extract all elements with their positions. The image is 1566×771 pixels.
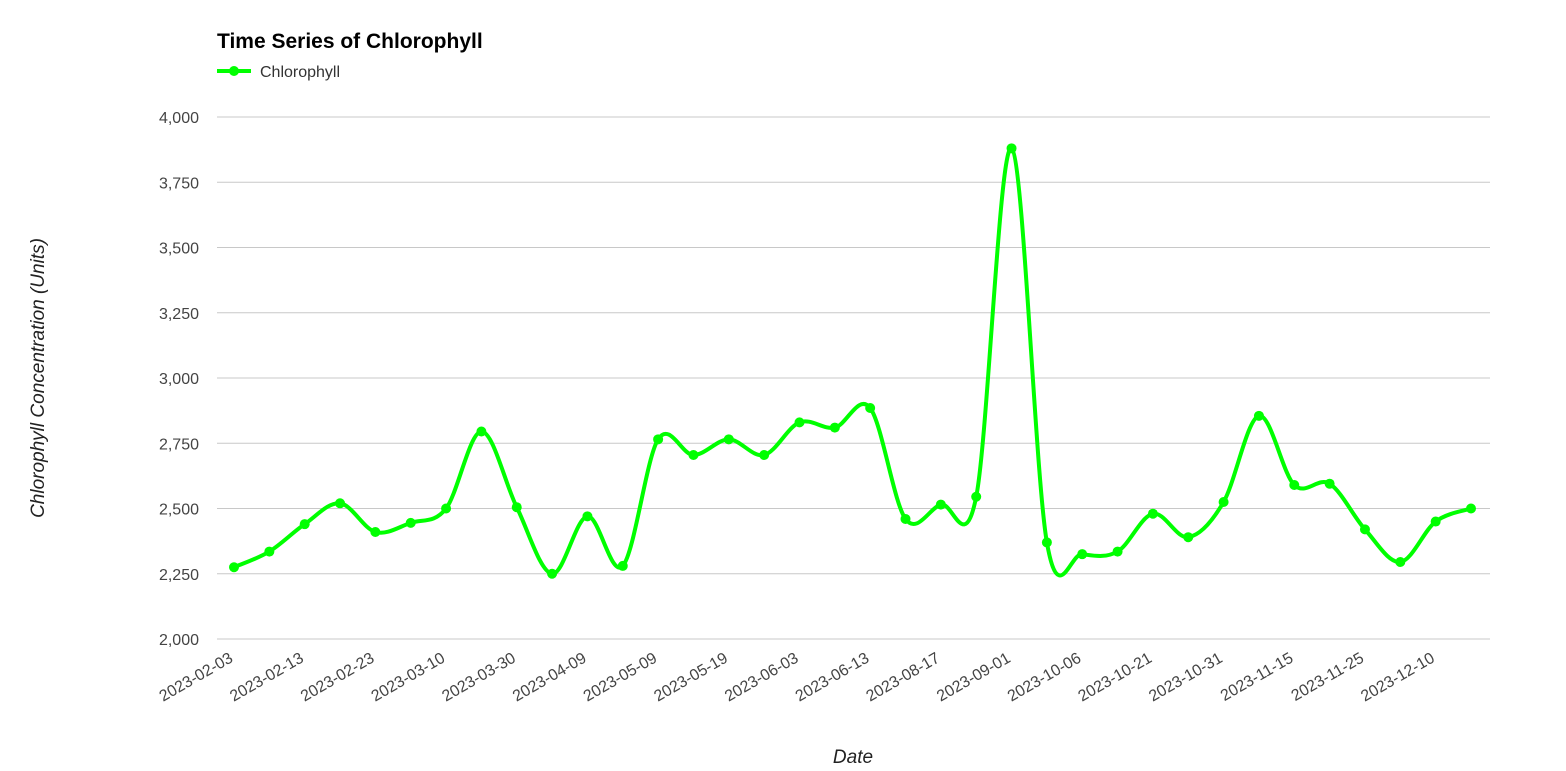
legend-marker-swatch	[229, 66, 239, 76]
y-tick-label: 3,250	[159, 306, 199, 323]
y-tick-label: 3,000	[159, 371, 199, 388]
legend-label: Chlorophyll	[260, 64, 340, 81]
data-point	[476, 426, 487, 437]
data-point	[1112, 546, 1123, 557]
data-point	[582, 511, 593, 522]
y-axis-ticks: 2,000 2,250 2,500 2,750 3,000 3,250 3,500 3,750…	[159, 110, 199, 649]
x-tick-label: 2023-10-21	[1076, 650, 1155, 706]
y-tick-label: 3,500	[159, 241, 199, 258]
data-point	[370, 526, 381, 537]
data-point	[441, 503, 452, 514]
y-tick-label: 2,250	[159, 567, 199, 584]
data-point	[1218, 496, 1229, 507]
legend[interactable]: Chlorophyll	[217, 64, 340, 81]
x-axis-title: Date	[833, 747, 873, 768]
data-point	[335, 498, 346, 509]
data-point	[829, 422, 840, 433]
data-point	[865, 403, 876, 414]
data-point	[1041, 537, 1052, 548]
x-tick-label: 2023-02-03	[157, 650, 236, 706]
x-tick-label: 2023-11-15	[1218, 650, 1296, 705]
x-tick-label: 2023-06-03	[722, 650, 801, 706]
data-point	[759, 449, 770, 460]
chart-title: Time Series of Chlorophyll	[217, 30, 483, 53]
data-point	[264, 546, 275, 557]
x-tick-label: 2023-03-30	[439, 650, 518, 706]
x-tick-label: 2023-04-09	[510, 650, 589, 706]
x-tick-label: 2023-08-17	[863, 650, 942, 706]
x-tick-label: 2023-10-06	[1005, 650, 1084, 706]
data-point	[688, 449, 699, 460]
x-tick-label: 2023-05-09	[581, 650, 660, 706]
data-point	[1006, 143, 1017, 154]
x-tick-label: 2023-02-13	[227, 650, 306, 706]
data-point	[1077, 549, 1088, 560]
data-point	[405, 517, 416, 528]
data-point	[229, 562, 239, 573]
data-point	[653, 434, 664, 445]
data-point	[511, 502, 522, 513]
data-point	[1395, 557, 1406, 568]
y-tick-label: 2,500	[159, 502, 199, 519]
y-axis-title: Chlorophyll Concentration (Units)	[28, 238, 49, 518]
data-point	[1183, 532, 1194, 543]
data-point	[1359, 524, 1370, 535]
data-point	[723, 434, 734, 445]
x-tick-label: 2023-09-01	[934, 650, 1013, 706]
data-point	[617, 560, 628, 571]
data-point	[1466, 503, 1476, 514]
grid-layer	[217, 116, 1490, 640]
series-line-chlorophyll	[232, 146, 1473, 578]
x-tick-label: 2023-12-10	[1358, 650, 1437, 706]
data-point	[1147, 508, 1158, 519]
x-tick-label: 2023-05-19	[651, 650, 730, 706]
data-point	[935, 499, 946, 510]
series-layer	[229, 143, 1476, 579]
data-point	[547, 568, 558, 579]
data-point	[299, 519, 310, 530]
y-tick-label: 2,000	[159, 632, 199, 649]
data-point	[1324, 478, 1335, 489]
x-axis-ticks: 2023-02-032023-02-132023-02-232023-03-10…	[157, 650, 1438, 706]
y-tick-label: 3,750	[159, 175, 199, 192]
data-point	[794, 417, 805, 428]
y-tick-label: 2,750	[159, 436, 199, 453]
data-point	[900, 513, 911, 524]
y-tick-label: 4,000	[159, 110, 199, 127]
x-tick-label: 2023-02-23	[298, 650, 377, 706]
data-point	[1289, 480, 1300, 491]
data-point	[1430, 516, 1441, 527]
data-point	[971, 491, 982, 502]
data-point	[1253, 410, 1264, 421]
x-tick-label: 2023-06-13	[793, 650, 872, 706]
x-tick-label: 2023-03-10	[369, 650, 448, 706]
x-tick-label: 2023-11-25	[1289, 650, 1367, 705]
x-tick-label: 2023-10-31	[1146, 650, 1225, 706]
